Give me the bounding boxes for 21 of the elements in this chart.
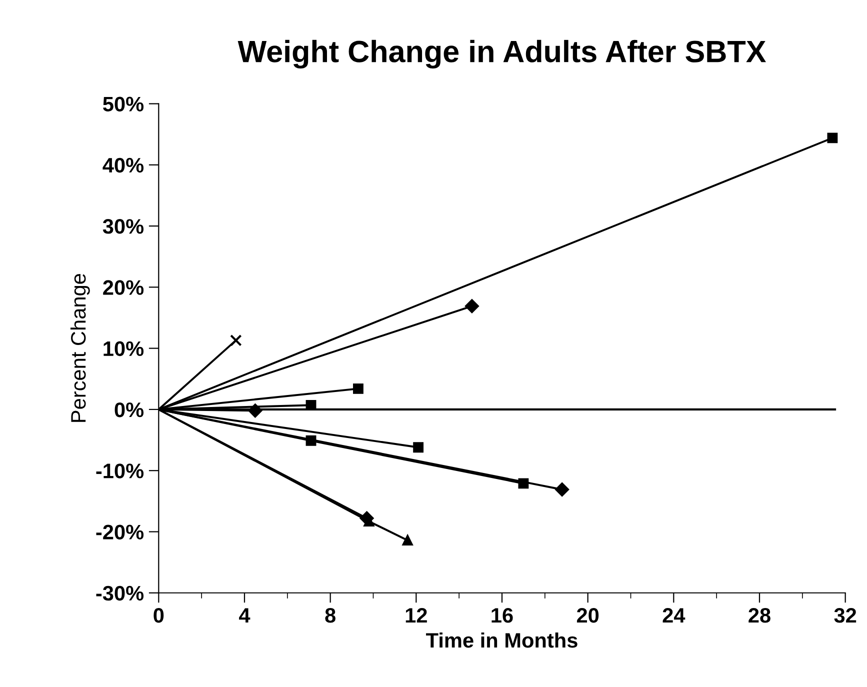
x-axis-title: Time in Months [426,632,578,648]
y-tick-label: 40% [102,158,144,173]
x-tick-label: 32 [834,608,856,623]
chart-title: Weight Change in Adults After SBTX [238,40,766,69]
x-tick-label: 20 [576,608,599,623]
x-tick-label: 4 [239,608,250,623]
y-tick-label: 0% [114,402,144,418]
y-tick-label: 20% [103,280,144,295]
x-tick-label: 12 [406,608,427,623]
y-tick-label: -10% [96,464,144,478]
y-axis-title: Percent Change [70,274,90,422]
x-tick-label: 0 [154,608,164,623]
y-tick-label: -20% [96,524,144,540]
x-tick-label: 24 [662,608,686,623]
y-tick-label: -30% [96,586,144,601]
x-tick-label: 8 [325,608,336,623]
x-tick-label: 28 [748,608,770,623]
y-tick-label: 10% [104,341,144,356]
y-tick-label: 50% [103,96,144,112]
y-tick-label: 30% [102,219,144,234]
x-tick-label: 16 [492,608,513,623]
